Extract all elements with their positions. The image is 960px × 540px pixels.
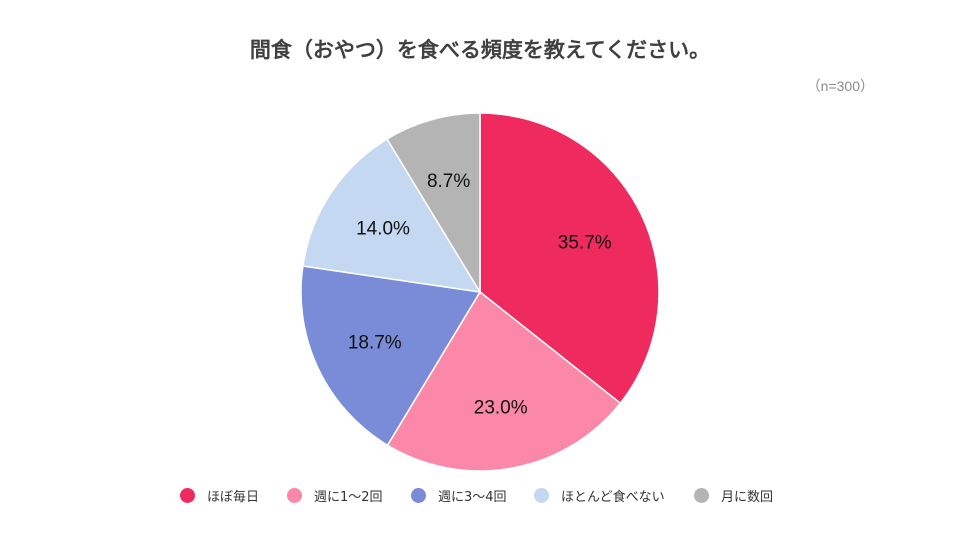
legend-marker [180, 488, 195, 503]
pie-slice-3 [302, 138, 482, 293]
slice-data-label: 8.7% [427, 171, 470, 192]
legend-label: 週に3～4回 [438, 490, 507, 505]
slice-data-label: 18.7% [348, 333, 402, 354]
legend-item: ほぼ毎日 [180, 486, 259, 505]
chart-title: 間食（おやつ）を食べる頻度を教えてください。 [249, 38, 711, 62]
legend-label: 月に数回 [721, 490, 774, 505]
sample-size-note: （n=300） [806, 78, 874, 94]
slice-data-label: 35.7% [558, 232, 612, 253]
legend-label: ほとんど食べない [561, 490, 665, 505]
slice-data-label: 23.0% [474, 397, 528, 418]
pie-slice-2 [300, 265, 482, 447]
legend-item: 週に3～4回 [411, 486, 507, 505]
slice-data-label: 14.0% [356, 219, 410, 240]
legend-marker [694, 488, 709, 503]
legend-label: 週に1～2回 [314, 490, 383, 505]
pie-slice-0 [479, 112, 660, 405]
legend-item: ほとんど食べない [534, 486, 665, 505]
legend-marker [287, 488, 302, 503]
pie-slice-4 [386, 112, 481, 295]
legend-marker [411, 488, 426, 503]
pie-slice-1 [386, 290, 622, 472]
legend-item: 週に1～2回 [287, 486, 383, 505]
legend-item: 月に数回 [694, 486, 773, 505]
legend-label: ほぼ毎日 [207, 490, 260, 505]
legend-marker [534, 488, 549, 503]
